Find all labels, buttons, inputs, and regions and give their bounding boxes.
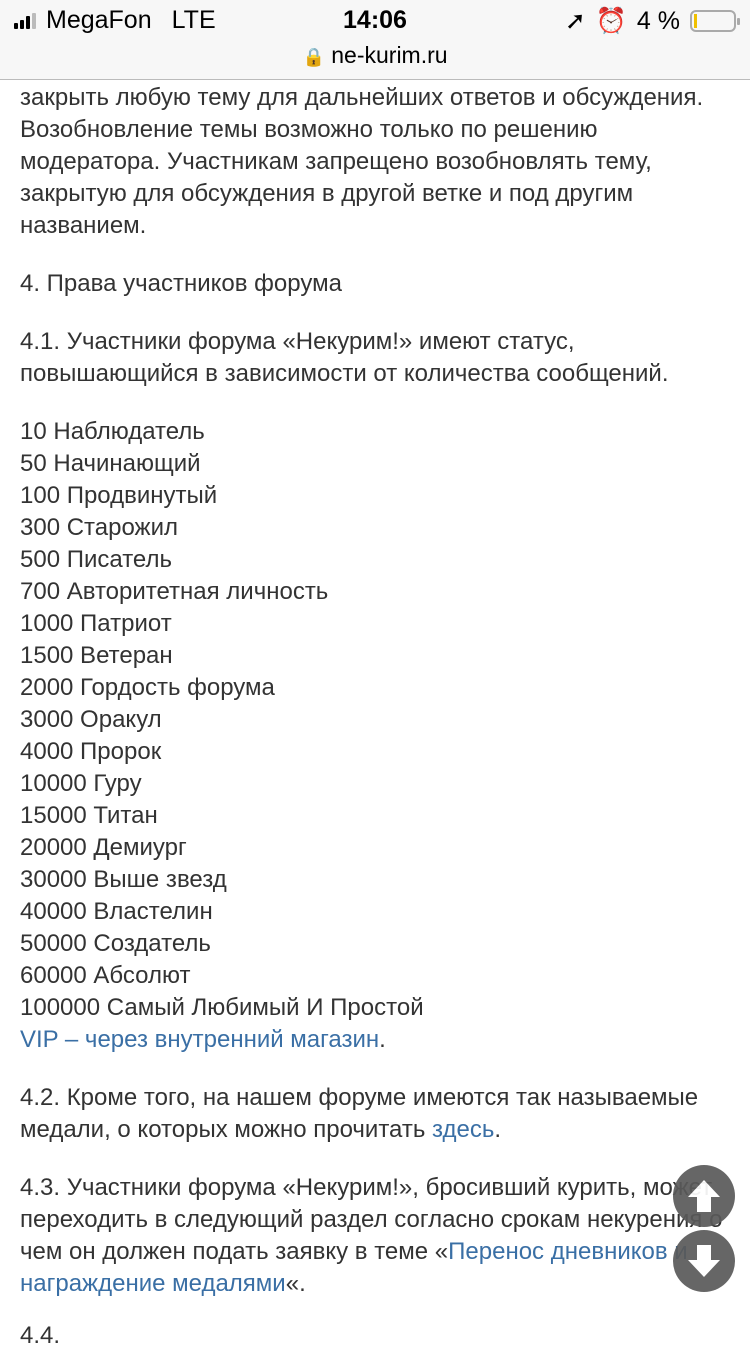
status-right: ➚ ⏰ 4 % [564,6,740,36]
rank-item: 15000 Титан [20,802,158,829]
vip-link[interactable]: VIP – через внутренний магазин [20,1026,380,1053]
battery-icon [690,10,740,32]
rank-item: 2000 Гордость форума [20,674,275,701]
rank-list: 10 Наблюдатель 50 Начинающий 100 Продвинут… [20,416,740,1024]
vip-suffix: . [379,1026,386,1053]
network-type: LTE [171,6,216,34]
rank-item: 700 Авторитетная личность [20,578,329,605]
rank-item: 50000 Создатель [20,930,211,957]
rank-item: 60000 Абсолют [20,962,191,989]
paragraph-4-1: 4.1. Участники форума «Некурим!» имеют с… [20,328,669,387]
rank-item: 20000 Демиург [20,834,187,861]
rank-item: 100000 Самый Любимый И Простой [20,994,424,1021]
rank-item: 500 Писатель [20,546,172,573]
medals-link[interactable]: здесь [432,1116,495,1143]
lock-icon: 🔒 [302,47,325,67]
carrier-info: MegaFon LTE [14,6,216,35]
p43-text: 4.3. Участники форума «Некурим!», бросив… [20,1174,723,1265]
p42-suffix: . [494,1116,502,1143]
diaries-transfer-link[interactable]: Перенос дневников и награждение медалями [20,1238,688,1297]
paragraph-4-3: 4.3. Участники форума «Некурим!», бросив… [20,1172,740,1300]
location-icon: ➚ [564,7,586,35]
scroll-up-button[interactable] [673,1165,735,1227]
alarm-icon: ⏰ [595,6,627,35]
clock: 14:06 [343,6,407,34]
rank-item: 100 Продвинутый [20,482,218,509]
rank-item: 4000 Пророк [20,738,162,765]
p43-prefix: « [434,1238,449,1265]
battery-percent: 4 % [636,6,680,35]
arrow-up-icon [688,1180,720,1212]
arrow-down-icon [688,1245,720,1277]
browser-status-bar: MegaFon LTE 14:06 ➚ ⏰ 4 % 🔒 ne-kurim.ru [0,0,750,80]
paragraph-4-2: 4.2. Кроме того, на нашем форуме имеются… [20,1082,740,1146]
p43-suffix: «. [285,1270,306,1297]
rank-item: 1500 Ветеран [20,642,173,669]
intro-paragraph: закрыть любую тему для дальнейших ответо… [20,84,704,239]
signal-icon [14,12,36,29]
rank-item: 3000 Оракул [20,706,162,733]
rank-item: 10000 Гуру [20,770,142,797]
partial-next-paragraph: 4.4. [20,1322,61,1349]
rank-item: 50 Начинающий [20,450,201,477]
carrier-name: MegaFon [46,6,152,34]
url-text: ne-kurim.ru [331,42,448,68]
rank-item: 40000 Властелин [20,898,213,925]
rank-item: 30000 Выше звезд [20,866,227,893]
rank-item: 1000 Патриот [20,610,172,637]
forum-rules-content: закрыть любую тему для дальнейших ответо… [20,82,740,1326]
p42-text: 4.2. Кроме того, на нашем форуме имеются… [20,1084,699,1143]
rank-item: 10 Наблюдатель [20,418,205,445]
address-bar[interactable]: 🔒 ne-kurim.ru [0,42,750,69]
rank-item: 300 Старожил [20,514,179,541]
section-4-title: 4. Права участников форума [20,270,342,297]
scroll-down-button[interactable] [673,1230,735,1292]
